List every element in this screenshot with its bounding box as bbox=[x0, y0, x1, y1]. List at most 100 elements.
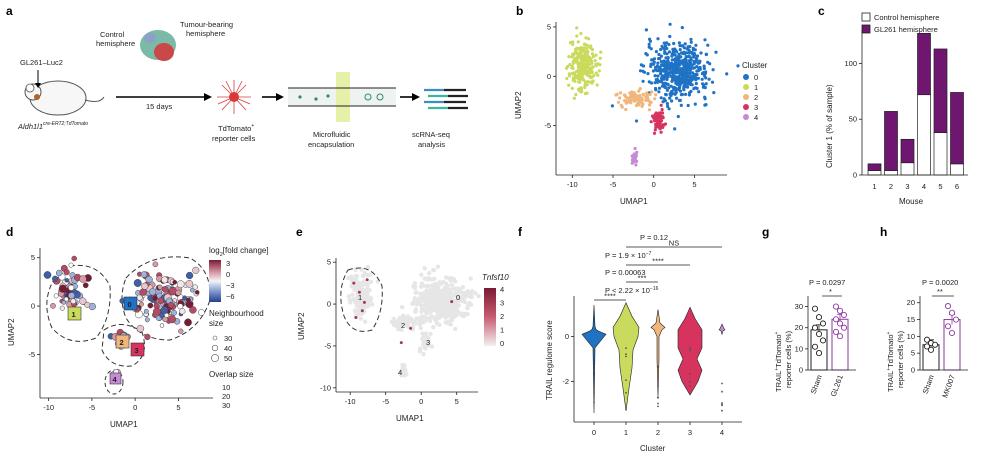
umap-point-cluster-1 bbox=[583, 67, 587, 71]
outlier-point bbox=[625, 353, 627, 355]
umap-point-cluster-0 bbox=[665, 46, 669, 51]
e-cluster-label-3: 3 bbox=[426, 338, 430, 347]
umap-point-cluster-2 bbox=[638, 87, 642, 91]
x-tick-label: 0 bbox=[592, 428, 596, 437]
umap-point-cluster-0 bbox=[711, 68, 715, 72]
umap-point-cluster-1 bbox=[590, 70, 594, 74]
umap-point-cluster-4 bbox=[633, 156, 637, 160]
colorbar-tick-label: 1 bbox=[500, 326, 504, 335]
d-xlabel: UMAP1 bbox=[110, 420, 138, 429]
data-point-Sham bbox=[815, 350, 823, 357]
umap-point-cluster-0 bbox=[656, 80, 660, 84]
expression-point bbox=[419, 303, 424, 309]
neighbourhood-node bbox=[161, 276, 169, 284]
e-cluster-label-2: 2 bbox=[401, 321, 405, 330]
outlier-point bbox=[689, 373, 691, 375]
umap-point-cluster-0 bbox=[704, 103, 708, 107]
expression-point bbox=[424, 311, 429, 316]
umap-point-cluster-0 bbox=[681, 78, 686, 82]
neighbourhood-node bbox=[58, 284, 67, 293]
step3-label-1: scRNA-seq bbox=[412, 130, 450, 139]
umap-point-cluster-4 bbox=[630, 158, 635, 162]
y-tick-label: 0 bbox=[327, 300, 331, 309]
svg-text:Aldh1l1cre-ERT2;TdTomato: Aldh1l1cre-ERT2;TdTomato bbox=[17, 121, 88, 131]
mouse-icon bbox=[24, 80, 105, 116]
neighbourhood-node bbox=[175, 289, 182, 296]
umap-point-cluster-1 bbox=[582, 46, 586, 50]
y-tick-label: 50 bbox=[849, 115, 857, 124]
umap-point-cluster-2 bbox=[632, 91, 636, 95]
violins-f bbox=[581, 302, 726, 414]
expression-point bbox=[361, 279, 367, 284]
neighbourhood-node bbox=[168, 287, 177, 296]
step2-label-2: encapsulation bbox=[308, 140, 354, 149]
umap-point-cluster-1 bbox=[567, 83, 571, 87]
umap-point-cluster-0 bbox=[644, 28, 649, 32]
expression-point bbox=[425, 301, 431, 306]
umap-point-cluster-1 bbox=[583, 53, 587, 57]
legend-label-cluster-1: 1 bbox=[754, 83, 758, 92]
umap-point-cluster-0 bbox=[704, 70, 708, 74]
umap-point-cluster-1 bbox=[570, 66, 574, 70]
expression-point-high bbox=[399, 341, 403, 345]
expression-point bbox=[411, 284, 416, 289]
umap-point-cluster-2 bbox=[650, 90, 654, 94]
umap-point-cluster-0 bbox=[693, 53, 697, 57]
umap-point-cluster-3 bbox=[660, 108, 664, 112]
umap-point-cluster-3 bbox=[654, 116, 658, 120]
expression-point bbox=[439, 302, 445, 308]
legend-label-cluster-3: 3 bbox=[754, 103, 758, 112]
umap-point-cluster-0 bbox=[667, 86, 671, 90]
umap-point-cluster-0 bbox=[680, 76, 684, 80]
d-cluster-markers: 1 0 2 3 4 bbox=[67, 296, 145, 385]
expression-point bbox=[414, 290, 419, 295]
umap-point-cluster-0 bbox=[664, 93, 668, 97]
data-point-GL261 bbox=[836, 320, 844, 327]
umap-point-cluster-0 bbox=[698, 65, 702, 70]
x-tick-label: 4 bbox=[720, 428, 724, 437]
neighbourhood-node bbox=[52, 275, 59, 282]
comparison-sig: **** bbox=[652, 257, 664, 266]
outlier-point bbox=[721, 409, 723, 412]
expression-point-high bbox=[357, 290, 361, 294]
data-point-GL261 bbox=[832, 303, 840, 310]
umap-point-cluster-0 bbox=[691, 71, 695, 75]
expression-point bbox=[434, 281, 439, 287]
umap-point-cluster-0 bbox=[653, 74, 657, 78]
umap-point-cluster-1 bbox=[579, 63, 583, 67]
d-legend-title-rest: [fold change] bbox=[223, 246, 269, 255]
umap-point-cluster-0 bbox=[670, 63, 674, 67]
umap-point-cluster-1 bbox=[586, 55, 590, 59]
outlier-point bbox=[721, 382, 723, 385]
umap-point-cluster-0 bbox=[700, 72, 705, 76]
y-tick-label: 5 bbox=[327, 258, 331, 267]
umap-point-cluster-0 bbox=[668, 96, 672, 100]
h-ylabel-sup1: + bbox=[886, 368, 892, 371]
expression-point bbox=[389, 319, 394, 324]
expression-point bbox=[414, 316, 419, 321]
umap-point-cluster-0 bbox=[666, 104, 670, 108]
neighbourhood-node bbox=[185, 297, 191, 303]
data-point-Sham bbox=[923, 336, 931, 343]
outlier-point bbox=[593, 401, 595, 404]
expression-point bbox=[407, 316, 412, 321]
colorbar-ticks-e: 4 3 2 1 0 bbox=[500, 285, 504, 348]
umap-point-cluster-2 bbox=[647, 99, 651, 103]
e-colorbar bbox=[484, 288, 496, 346]
umap-point-cluster-3 bbox=[658, 111, 662, 116]
umap-point-cluster-0 bbox=[665, 102, 670, 106]
umap-point-cluster-0 bbox=[692, 66, 697, 70]
colorbar-ticks-d: 3 0 −3 −6 bbox=[226, 259, 235, 301]
neighbourhood-node bbox=[157, 297, 165, 305]
outlier-point bbox=[657, 365, 659, 368]
expression-point-high bbox=[365, 278, 369, 282]
expression-point bbox=[467, 300, 472, 306]
umap-point-cluster-2 bbox=[629, 101, 633, 105]
overlap-legend-label: 20 bbox=[222, 392, 230, 401]
umap-point-cluster-0 bbox=[655, 69, 659, 73]
umap-point-cluster-0 bbox=[676, 67, 681, 71]
umap-point-cluster-2 bbox=[647, 108, 652, 112]
reporter-cell-icon bbox=[217, 80, 251, 114]
